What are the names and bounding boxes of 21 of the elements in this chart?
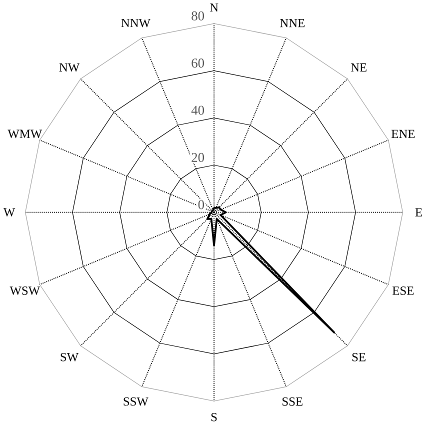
spoke-label: SSE [282, 398, 302, 406]
y-tick-label: 0 [198, 200, 204, 210]
spoke-label: E [415, 208, 422, 217]
spoke-label: NE [350, 64, 366, 72]
y-tick-label: 80 [192, 11, 204, 21]
spoke-label: WMW [8, 130, 42, 138]
y-tick-label: 60 [192, 58, 204, 68]
spoke-label: SSW [124, 397, 148, 406]
spoke-label: NNE [280, 19, 305, 28]
spoke-label: NNW [121, 19, 150, 28]
spoke-label: WSW [10, 286, 40, 296]
spoke-label: NW [59, 63, 80, 72]
y-tick-label: 20 [192, 153, 204, 162]
spoke-label: ESE [392, 286, 414, 295]
spoke-label: SE [352, 353, 366, 362]
spoke-label: ENE [391, 130, 415, 138]
spoke-label: S [211, 413, 217, 422]
spoke-label: W [3, 208, 16, 217]
spoke-label: N [210, 4, 218, 12]
spoke-label: SW [60, 353, 79, 362]
y-tick-label: 40 [191, 106, 204, 115]
